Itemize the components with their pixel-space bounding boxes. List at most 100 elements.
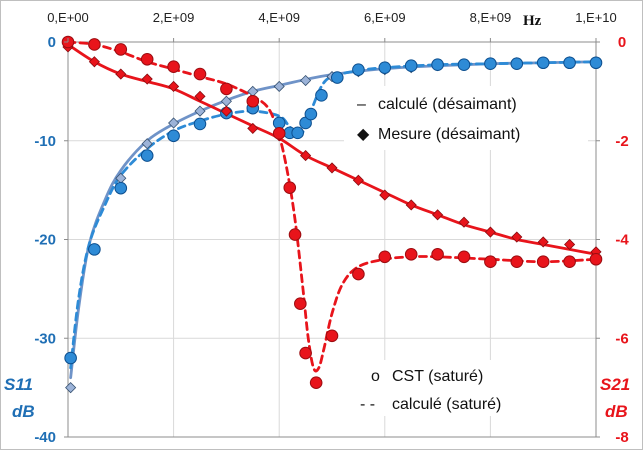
x-axis-unit-label: Hz <box>523 13 542 29</box>
right-diamond-marker <box>379 189 391 201</box>
y-right-tick-label: 0 <box>618 34 626 51</box>
x-tick-label: 2,E+09 <box>153 10 195 25</box>
right-circle-marker <box>283 181 297 194</box>
right-diamond-marker <box>88 56 100 68</box>
x-tick-label: 1,E+10 <box>575 10 617 25</box>
legend-text-calcule-sature: calculé (saturé) <box>392 396 501 413</box>
right-circle-marker <box>299 346 312 360</box>
left-diamond-marker <box>65 382 77 394</box>
right-circle-marker <box>294 297 307 310</box>
left-circle-marker <box>484 57 497 71</box>
right-diamond-marker <box>326 162 338 174</box>
y-left-tick-label: -10 <box>34 133 56 150</box>
legend-lower: o CST (saturé) - - calculé (saturé) <box>352 360 578 416</box>
right-circle-marker <box>272 127 286 140</box>
right-circle-marker <box>88 38 101 51</box>
legend-symbol-dashed-line: - - <box>360 396 375 413</box>
y-right-tick-label: -6 <box>615 330 628 347</box>
right-circle-marker <box>510 255 524 269</box>
right-circle-marker <box>167 60 180 73</box>
right-diamond-marker <box>484 226 496 238</box>
legend-symbol-circle: o <box>371 368 380 385</box>
y-left-axis-label-line1: S11 <box>4 375 33 394</box>
legend-symbol-solid-line: – <box>357 96 366 113</box>
legend-text-calcule-desaimant: calculé (désaimant) <box>378 96 517 113</box>
legend-upper-background <box>344 86 588 150</box>
right-diamond-marker <box>115 68 127 80</box>
left-circle-marker <box>563 56 576 70</box>
left-diamond-marker <box>273 80 285 93</box>
y-left-tick-label: -20 <box>34 232 56 249</box>
right-circle-marker <box>140 52 154 66</box>
right-circle-marker <box>536 255 550 269</box>
y-left-axis-label-line2: dB <box>12 402 35 421</box>
y-right-axis-label-line1: S21 <box>600 375 630 394</box>
left-circle-marker <box>114 181 128 195</box>
left-circle-marker <box>352 63 365 76</box>
right-circle-marker <box>431 248 444 261</box>
y-left-tick-label: -30 <box>34 330 56 347</box>
x-tick-label: 4,E+09 <box>258 10 300 25</box>
left-circle-marker <box>64 351 77 365</box>
left-circle-marker <box>431 58 444 72</box>
x-tick-label: 0,E+00 <box>47 10 89 25</box>
left-circle-marker <box>167 129 180 143</box>
right-diamond-marker <box>300 149 312 162</box>
legend-upper: – calculé (désaimant) ◆ Mesure (désaiman… <box>344 86 588 150</box>
left-circle-marker <box>589 56 603 70</box>
right-diamond-marker <box>564 238 576 251</box>
right-circle-marker <box>246 94 260 108</box>
left-circle-marker <box>404 59 418 72</box>
right-circle-marker <box>563 255 576 269</box>
left-circle-marker <box>291 126 304 140</box>
y-left-tick-label: -40 <box>34 429 56 446</box>
x-tick-label: 6,E+09 <box>364 10 406 25</box>
left-circle-marker <box>457 58 471 72</box>
left-circle-marker <box>315 89 328 102</box>
right-circle-marker <box>288 228 302 241</box>
right-diamond-marker <box>194 90 206 102</box>
legend-lower-background <box>352 360 578 416</box>
right-circle-marker <box>378 250 392 264</box>
left-circle-marker <box>88 243 101 256</box>
chart-axes: 0,E+00 2,E+09 4,E+09 6,E+09 8,E+09 1,E+100-10… <box>34 10 629 446</box>
y-right-tick-label: -2 <box>615 133 628 150</box>
y-right-tick-label: -4 <box>615 232 629 249</box>
right-circle-marker <box>457 250 471 264</box>
right-circle-marker <box>114 43 128 56</box>
legend-text-mesure-desaimant: Mesure (désaimant) <box>378 126 520 143</box>
right-diamond-marker <box>511 231 523 243</box>
right-diamond-marker <box>220 105 232 117</box>
right-circle-marker <box>325 329 339 343</box>
right-diamond-marker <box>432 209 444 221</box>
right-diamond-marker <box>458 216 470 228</box>
right-diamond-marker <box>168 80 180 93</box>
x-tick-label: 8,E+09 <box>470 10 512 25</box>
right-diamond-marker <box>352 174 364 186</box>
right-diamond-marker <box>141 73 153 85</box>
right-circle-marker <box>352 267 365 281</box>
left-diamond-marker <box>141 138 153 150</box>
y-left-tick-label: 0 <box>48 34 56 51</box>
left-circle-marker <box>193 117 207 131</box>
left-circle-marker <box>378 61 392 74</box>
right-diamond-marker <box>247 122 259 134</box>
left-circle-marker <box>510 57 524 71</box>
right-diamond-marker <box>537 236 549 248</box>
right-circle-marker <box>309 376 323 389</box>
legend-symbol-diamond: ◆ <box>357 126 370 143</box>
right-circle-marker <box>589 252 603 266</box>
left-diamond-marker <box>168 117 180 129</box>
left-circle-marker <box>140 149 154 162</box>
y-right-tick-label: -8 <box>615 429 628 446</box>
right-circle-marker <box>193 67 207 81</box>
left-circle-marker <box>304 107 318 121</box>
chart-series <box>61 35 603 394</box>
y-right-axis-label-line2: dB <box>605 402 628 421</box>
right-diamond-marker <box>405 199 417 211</box>
left-circle-marker <box>272 116 286 130</box>
left-diamond-marker <box>194 105 206 117</box>
legend-text-cst-sature: CST (saturé) <box>392 368 483 385</box>
left-diamond-marker <box>300 74 312 87</box>
